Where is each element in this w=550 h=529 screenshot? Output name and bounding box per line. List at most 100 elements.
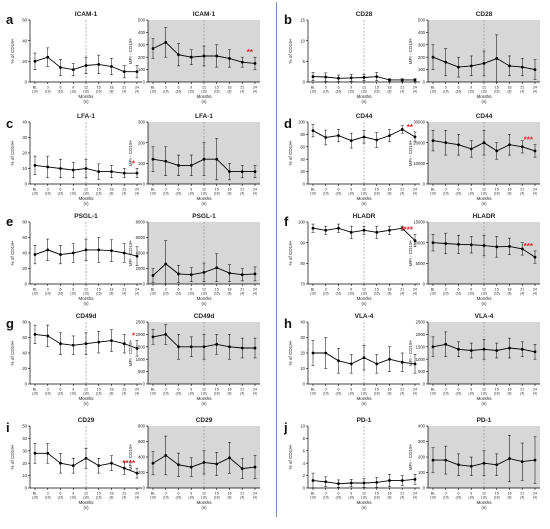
x-tick-n-label: (16) xyxy=(188,392,194,396)
chart-title: ICAM-1 xyxy=(75,11,98,18)
y-tick-label: 0 xyxy=(423,80,426,85)
data-point xyxy=(71,168,75,172)
x-tick-label: BL xyxy=(431,288,435,292)
data-point xyxy=(349,139,353,143)
x-tick-label: 24 xyxy=(253,288,257,292)
data-point xyxy=(33,451,37,455)
data-point xyxy=(122,251,126,255)
chart-title: VLA-4 xyxy=(475,313,494,320)
x-tick-label: 3 xyxy=(325,288,327,292)
y-axis-label: MFI - CD19+ xyxy=(128,443,133,470)
y-tick-label: 100 xyxy=(138,161,146,166)
data-point xyxy=(337,76,340,80)
x-tick-n-label: (16) xyxy=(336,90,342,94)
data-point xyxy=(253,465,257,469)
x-tick-label: 15 xyxy=(215,388,219,392)
data-point xyxy=(228,456,231,460)
data-point xyxy=(97,248,101,252)
x-tick-n-label: (16) xyxy=(468,192,474,196)
significance-stars: *** xyxy=(524,136,534,145)
x-tick-label: BL xyxy=(151,288,155,292)
x-axis-n-label: (n) xyxy=(481,99,487,104)
data-point xyxy=(97,340,101,344)
y-axis-label: % of CD19+ xyxy=(10,38,15,63)
y-tick-label: 2 xyxy=(303,473,306,478)
data-point xyxy=(362,76,366,79)
x-tick-label: 15 xyxy=(97,388,101,392)
x-tick-label: 9 xyxy=(190,388,192,392)
x-tick-n-label: (19) xyxy=(163,496,169,500)
data-point xyxy=(413,78,417,82)
data-point xyxy=(349,481,353,485)
x-tick-n-label: (16) xyxy=(96,90,102,94)
x-tick-label: 21 xyxy=(240,86,244,90)
data-point xyxy=(215,266,219,270)
chart-title: CD29 xyxy=(196,417,213,424)
y-tick-label: 8000 xyxy=(136,220,146,225)
y-tick-label: 80 xyxy=(300,261,305,266)
x-tick-label: BL xyxy=(33,288,37,292)
data-point xyxy=(533,255,537,259)
x-tick-n-label: (16) xyxy=(456,90,462,94)
data-point xyxy=(189,345,193,349)
data-point xyxy=(151,47,155,50)
x-tick-label: 12 xyxy=(202,388,206,392)
data-point xyxy=(122,342,126,346)
data-point xyxy=(469,243,473,247)
data-point xyxy=(495,245,499,249)
x-tick-label: 12 xyxy=(84,492,88,496)
x-tick-label: 12 xyxy=(84,188,88,192)
x-axis-label: Months xyxy=(196,196,212,201)
x-tick-n-label: (16) xyxy=(83,192,89,196)
x-tick-n-label: (19) xyxy=(32,496,38,500)
x-tick-label: 21 xyxy=(520,188,524,192)
x-tick-n-label: (19) xyxy=(45,292,51,296)
x-tick-n-label: (8) xyxy=(388,292,392,296)
data-point xyxy=(324,351,328,355)
x-tick-label: 6 xyxy=(60,388,62,392)
x-tick-label: BL xyxy=(431,492,435,496)
x-tick-label: 18 xyxy=(388,288,392,292)
x-tick-label: 21 xyxy=(240,188,244,192)
data-point xyxy=(469,147,473,151)
data-point xyxy=(431,55,435,59)
x-tick-label: BL xyxy=(33,492,37,496)
x-axis-label: Months xyxy=(356,396,372,401)
y-tick-label: 20 xyxy=(22,151,27,156)
x-axis-n-label: (n) xyxy=(201,201,207,206)
x-tick-n-label: (16) xyxy=(96,496,102,500)
x-tick-n-label: (16) xyxy=(468,90,474,94)
x-tick-label: 9 xyxy=(350,388,352,392)
x-tick-n-label: (4) xyxy=(533,392,537,396)
x-tick-n-label: (16) xyxy=(374,90,380,94)
x-tick-label: 24 xyxy=(135,492,139,496)
data-point xyxy=(84,167,88,170)
y-tick-label: 2000 xyxy=(416,332,426,337)
data-point xyxy=(482,461,486,465)
x-tick-n-label: (16) xyxy=(374,292,380,296)
data-point xyxy=(215,342,219,346)
data-point xyxy=(457,347,460,351)
x-tick-n-label: (8) xyxy=(508,392,512,396)
data-point xyxy=(349,230,353,234)
x-axis-label: Months xyxy=(356,296,372,301)
x-axis-n-label: (n) xyxy=(201,505,207,510)
data-point xyxy=(164,454,168,457)
x-tick-label: 6 xyxy=(178,288,180,292)
x-tick-label: 18 xyxy=(228,288,232,292)
x-axis-label: Months xyxy=(196,94,212,99)
x-axis-n-label: (n) xyxy=(201,301,207,306)
y-tick-label: 20 xyxy=(300,169,305,174)
x-tick-label: 21 xyxy=(122,188,126,192)
data-point xyxy=(375,362,379,366)
x-tick-label: 24 xyxy=(533,188,537,192)
x-tick-label: 12 xyxy=(482,288,486,292)
data-point xyxy=(482,244,486,247)
x-tick-label: 6 xyxy=(178,492,180,496)
